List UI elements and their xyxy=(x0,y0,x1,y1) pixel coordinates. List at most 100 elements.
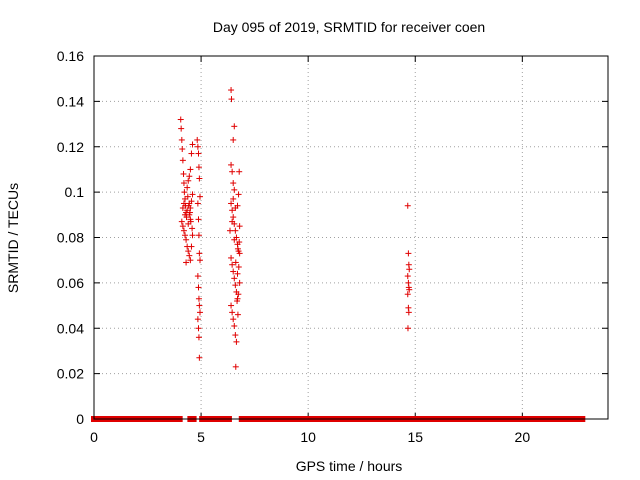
data-point xyxy=(404,202,411,209)
x-tick-label: 20 xyxy=(515,429,531,445)
y-tick-label: 0.1 xyxy=(65,184,85,200)
data-point xyxy=(197,257,204,264)
data-point xyxy=(178,125,185,132)
chart-title: Day 095 of 2019, SRMTID for receiver coe… xyxy=(213,19,485,35)
y-tick-label: 0.08 xyxy=(57,230,84,246)
data-point xyxy=(196,354,203,361)
data-point xyxy=(179,223,186,230)
data-point xyxy=(180,180,187,187)
data-point xyxy=(406,286,413,293)
data-point xyxy=(195,216,202,223)
data-point xyxy=(186,173,193,180)
data-point xyxy=(231,123,238,130)
y-tick-label: 0.14 xyxy=(57,93,84,109)
data-point xyxy=(231,236,238,243)
data-point xyxy=(188,150,195,157)
data-point xyxy=(189,232,196,239)
data-point xyxy=(236,279,243,286)
data-point xyxy=(195,164,202,171)
y-tick-label: 0.02 xyxy=(57,366,84,382)
data-point xyxy=(194,316,201,323)
axis-ticks: 0 0.02 0.04 0.06 0.08 0.1 0.12 0.14 0.16 0 5 10 15 20 xyxy=(57,48,608,445)
data-point xyxy=(232,259,239,266)
data-point xyxy=(231,322,238,329)
y-tick-label: 0.04 xyxy=(57,320,84,336)
data-point xyxy=(233,338,240,345)
data-point xyxy=(236,250,243,257)
data-point xyxy=(184,193,191,200)
data-point xyxy=(232,227,239,234)
data-point xyxy=(230,268,237,275)
data-point xyxy=(187,218,194,225)
data-point xyxy=(226,227,233,234)
data-point xyxy=(230,180,237,187)
data-point xyxy=(180,200,187,207)
data-point xyxy=(195,295,202,302)
data-point xyxy=(235,263,242,270)
x-tick-label: 5 xyxy=(197,429,205,445)
data-point xyxy=(230,136,237,143)
data-point xyxy=(195,232,202,239)
data-point xyxy=(232,363,239,370)
data-point xyxy=(236,168,243,175)
data-point xyxy=(234,270,241,277)
data-point xyxy=(195,334,202,341)
data-point xyxy=(234,298,241,305)
data-point xyxy=(187,166,194,173)
data-point xyxy=(230,316,237,323)
data-point xyxy=(188,243,195,250)
data-point xyxy=(236,239,243,246)
data-point xyxy=(194,273,201,280)
x-tick-label: 15 xyxy=(407,429,423,445)
data-point xyxy=(189,191,196,198)
plot-frame xyxy=(93,55,609,420)
data-point xyxy=(197,193,204,200)
data-point xyxy=(228,302,235,309)
data-point xyxy=(180,227,187,234)
data-point xyxy=(185,248,192,255)
data-point xyxy=(229,261,236,268)
data-point xyxy=(179,205,186,212)
data-point xyxy=(228,161,235,168)
x-axis-label: GPS time / hours xyxy=(296,458,403,474)
data-point xyxy=(185,202,192,209)
data-point xyxy=(182,232,189,239)
y-tick-label: 0 xyxy=(76,411,84,427)
data-point xyxy=(404,325,411,332)
data-point xyxy=(195,284,202,291)
data-point xyxy=(236,223,243,230)
data-point xyxy=(189,141,196,148)
data-point xyxy=(404,291,411,298)
data-point xyxy=(404,273,411,280)
data-point xyxy=(183,236,190,243)
y-tick-label: 0.06 xyxy=(57,275,84,291)
data-point xyxy=(183,259,190,266)
data-point xyxy=(229,168,236,175)
data-point xyxy=(196,250,203,257)
data-point xyxy=(229,309,236,316)
data-point xyxy=(194,143,201,150)
x-tick-label: 0 xyxy=(90,429,98,445)
data-point xyxy=(178,136,185,143)
y-tick-label: 0.12 xyxy=(57,139,84,155)
data-point xyxy=(232,205,239,212)
data-point xyxy=(196,302,203,309)
data-point xyxy=(230,214,237,221)
y-axis-label: SRMTID / TECUs xyxy=(5,183,21,293)
data-point xyxy=(405,309,412,316)
data-point xyxy=(182,211,189,218)
data-point xyxy=(406,266,413,273)
data-point xyxy=(189,225,196,232)
data-point xyxy=(178,218,185,225)
data-point xyxy=(230,195,237,202)
data-point xyxy=(184,184,191,191)
data-point xyxy=(194,136,201,143)
data-point xyxy=(187,257,194,264)
data-point xyxy=(228,96,235,103)
data-point xyxy=(179,146,186,153)
data-point xyxy=(235,291,242,298)
data-point xyxy=(228,254,235,261)
data-point xyxy=(232,282,239,289)
data-point xyxy=(234,245,241,252)
